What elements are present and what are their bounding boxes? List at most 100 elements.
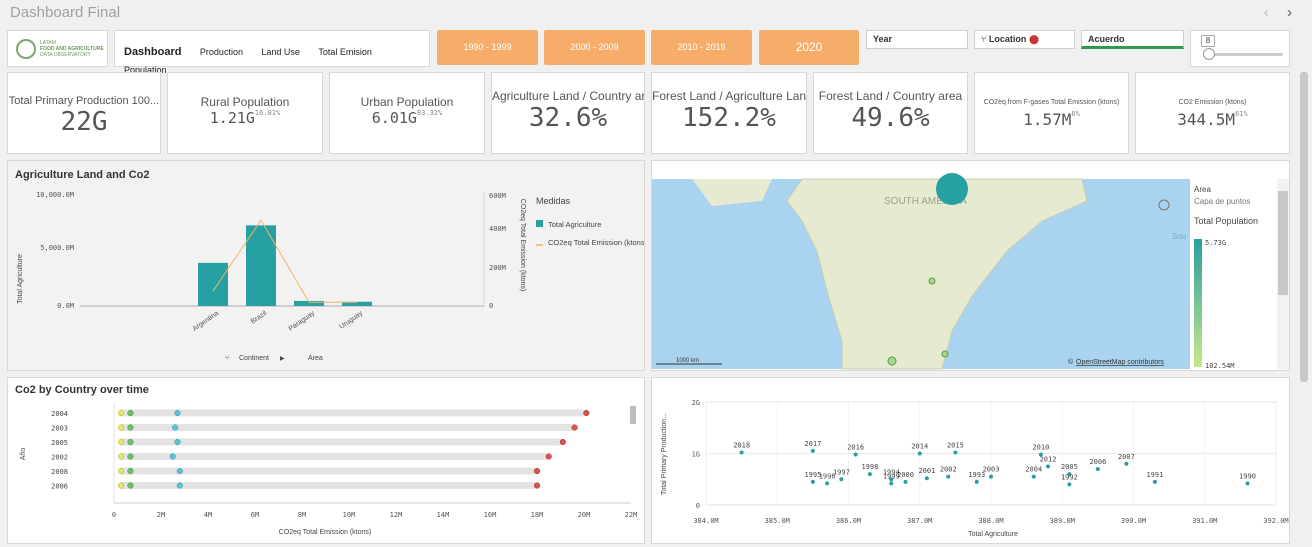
co2-dot-p3[interactable] xyxy=(172,424,179,431)
co2-over-time-chart[interactable]: Año CO2eq Total Emission (ktons) 2004200… xyxy=(8,378,644,543)
scatter-point[interactable] xyxy=(974,479,979,484)
period-button-2000[interactable]: 2000 - 2009 xyxy=(544,30,645,65)
scatter-point[interactable] xyxy=(1046,464,1050,469)
population-map[interactable]: SOUTH AMERICA Sou 1000 km © OpenStreetMa… xyxy=(652,161,1289,370)
co2-dot-max[interactable] xyxy=(533,467,541,475)
co2-dot-p3[interactable] xyxy=(176,467,183,475)
production-scatter-chart[interactable]: Total Primary Production... Total Agricu… xyxy=(652,378,1289,543)
map-bubble-argentina[interactable] xyxy=(887,356,897,366)
co2-scroll-thumb[interactable] xyxy=(630,406,636,424)
kpi-forest-agriculture-ratio: Forest Land / Agriculture Land 152.2% xyxy=(651,72,807,154)
scatter-point[interactable] xyxy=(853,452,858,457)
agri-bar[interactable] xyxy=(246,225,276,306)
co2-dot-p2[interactable] xyxy=(127,467,134,475)
scatter-point[interactable] xyxy=(1067,482,1072,487)
co2-dot-max[interactable] xyxy=(545,453,552,460)
co2-dot-p3[interactable] xyxy=(174,409,181,417)
agri-bar[interactable] xyxy=(198,262,228,306)
co2-dot-p2[interactable] xyxy=(127,409,134,417)
co2-dot-min[interactable] xyxy=(118,453,125,460)
scatter-point[interactable] xyxy=(953,450,958,455)
slider-track[interactable] xyxy=(1203,53,1283,56)
hierarchy-icon: ⑂ xyxy=(225,355,229,362)
map-legend-scroll-thumb[interactable] xyxy=(1278,191,1288,295)
co2-dot-min[interactable] xyxy=(118,424,125,431)
scatter-point[interactable] xyxy=(1152,479,1157,484)
period-button-2020[interactable]: 2020 xyxy=(759,30,859,65)
scatter-point[interactable] xyxy=(1095,466,1100,471)
period-button-2010[interactable]: 2010 - 2019 xyxy=(651,30,752,65)
scatter-point[interactable] xyxy=(867,472,872,477)
agri-co2-chart[interactable]: Total Agriculture CO2eq Total Emission (… xyxy=(8,161,644,370)
scatter-point[interactable] xyxy=(989,474,993,479)
next-sheet-icon[interactable]: › xyxy=(1287,4,1292,21)
co2-dot-max[interactable] xyxy=(583,409,590,417)
agri-bar[interactable] xyxy=(342,301,372,306)
scatter-point[interactable] xyxy=(739,450,744,455)
locate-icon[interactable] xyxy=(1158,199,1170,211)
acuerdo-filter[interactable]: Acuerdo xyxy=(1081,30,1184,49)
scatter-point[interactable] xyxy=(903,479,908,484)
co2-range-bar[interactable] xyxy=(118,409,587,417)
scatter-point[interactable] xyxy=(1245,481,1250,486)
co2-dot-max[interactable] xyxy=(559,438,566,446)
scatter-point[interactable] xyxy=(810,479,815,484)
map-bubble-paraguay[interactable] xyxy=(928,277,936,285)
co2-range-bar[interactable] xyxy=(118,482,537,489)
tab-total-emision[interactable]: Total Emision xyxy=(318,47,372,57)
scatter-point[interactable] xyxy=(946,474,951,479)
map-bubble-uruguay[interactable] xyxy=(941,350,949,358)
page-scrollbar[interactable] xyxy=(1298,72,1310,544)
scatter-point[interactable] xyxy=(825,481,830,486)
tab-production[interactable]: Production xyxy=(199,47,243,57)
slider-handle[interactable] xyxy=(1203,48,1215,60)
scatter-point[interactable] xyxy=(1038,452,1043,457)
co2-range-bar[interactable] xyxy=(118,453,549,460)
co2-dot-p2[interactable] xyxy=(127,482,134,489)
co2-dot-min[interactable] xyxy=(118,409,125,417)
co2-dot-p3[interactable] xyxy=(169,453,176,460)
dimension-area[interactable]: Area xyxy=(308,355,323,362)
scatter-point[interactable] xyxy=(1124,461,1129,466)
map-attribution[interactable]: OpenStreetMap contributors xyxy=(1076,359,1164,366)
page-scroll-thumb[interactable] xyxy=(1300,72,1308,382)
dimension-continent[interactable]: Continent xyxy=(239,355,269,362)
map-bubble-brazil[interactable] xyxy=(936,173,968,205)
co2-dot-max[interactable] xyxy=(533,482,541,489)
co2-dot-min[interactable] xyxy=(118,438,125,446)
co2-dot-p2[interactable] xyxy=(127,453,134,460)
co2-range-bar[interactable] xyxy=(118,424,575,431)
co2-dot-min[interactable] xyxy=(118,467,125,475)
map-continent-label: SOUTH AMERICA xyxy=(884,196,967,207)
agri-bar[interactable] xyxy=(294,300,324,306)
co2-year-label: 2004 xyxy=(51,410,68,418)
co2-dot-p2[interactable] xyxy=(127,438,134,446)
scatter-point[interactable] xyxy=(1031,474,1036,479)
tab-land-use[interactable]: Land Use xyxy=(261,47,300,57)
tab-dashboard[interactable]: Dashboard xyxy=(124,46,182,58)
co2-dot-p3[interactable] xyxy=(176,482,183,489)
panel-title: Co2 by Country over time xyxy=(15,384,149,396)
scatter-point[interactable] xyxy=(917,451,922,456)
scatter-point[interactable] xyxy=(810,448,815,453)
co2-dot-p3[interactable] xyxy=(174,438,181,446)
scatter-grid: 2G 1G 0 384.0M 385.0M 386.0M 387.0M 388.0M 389.0… xyxy=(692,399,1289,525)
co2-dot-max[interactable] xyxy=(571,424,578,431)
scatter-point[interactable] xyxy=(924,476,929,481)
year-filter[interactable]: Year xyxy=(866,30,968,49)
co2-range-bar[interactable] xyxy=(118,438,563,446)
scatter-point[interactable] xyxy=(889,477,894,482)
legend-item[interactable]: CO2eq Total Emission (ktons) xyxy=(548,238,644,247)
legend-item[interactable]: Total Agriculture xyxy=(548,220,601,229)
prev-sheet-icon[interactable]: ‹ xyxy=(1263,4,1269,21)
scatter-point-label: 1996 xyxy=(819,472,836,480)
scatter-point[interactable] xyxy=(1067,472,1072,477)
location-filter[interactable]: ⑂ Location ⬤ xyxy=(974,30,1075,49)
co2-dot-p2[interactable] xyxy=(127,424,134,431)
scatter-point[interactable] xyxy=(839,477,844,482)
scatter-point[interactable] xyxy=(889,481,894,486)
co2-range-bar[interactable] xyxy=(118,467,537,475)
period-button-1990[interactable]: 1990 - 1999 xyxy=(437,30,538,65)
co2-dot-min[interactable] xyxy=(118,482,125,489)
tab-population[interactable]: Population xyxy=(124,65,167,75)
